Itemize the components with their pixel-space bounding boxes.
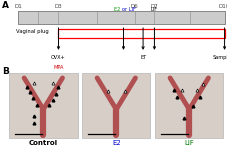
Text: E2: E2 [111,140,120,146]
Text: Sampling: Sampling [212,56,227,60]
Text: D6: D6 [130,4,138,9]
Bar [18,11,224,24]
Text: D3: D3 [54,4,62,9]
Bar [9,73,77,138]
Text: MPA: MPA [53,65,63,70]
Text: A: A [2,1,9,10]
Bar [82,73,150,138]
Text: E2: E2 [114,7,122,12]
Text: Vaginal plug: Vaginal plug [16,29,49,34]
Bar [58,29,224,38]
Text: or LIF: or LIF [122,7,136,12]
Text: Control: Control [29,140,58,146]
Text: OVX+: OVX+ [51,56,66,60]
Text: D10: D10 [218,4,227,9]
Bar [154,73,222,138]
Text: ET: ET [139,56,146,60]
Text: D7: D7 [150,4,158,9]
Text: LIF: LIF [150,7,157,12]
Text: LIF: LIF [183,140,193,146]
Text: D1: D1 [14,4,22,9]
Text: B: B [2,67,9,76]
